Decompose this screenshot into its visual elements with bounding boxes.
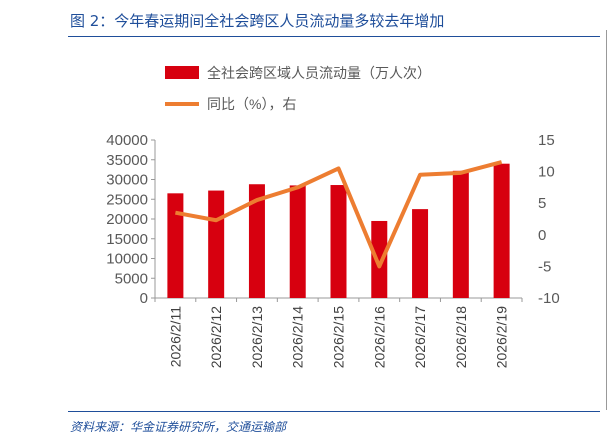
chart-title: 图 2：今年春运期间全社会跨区人员流动量多较去年增加: [70, 12, 445, 30]
bar: [167, 193, 184, 298]
bar: [371, 220, 388, 298]
x-tick-label: 2026/2/12: [208, 306, 224, 368]
bar: [493, 163, 510, 298]
left-tick-label: 35000: [106, 152, 148, 169]
source-note: 资料来源：华金证券研究所，交通运输部: [70, 420, 287, 434]
title-divider: [68, 36, 600, 37]
right-tick-label: -5: [538, 258, 551, 275]
x-tick-label: 2026/2/16: [371, 306, 387, 368]
page-border: [606, 30, 607, 410]
left-tick-label: 15000: [106, 231, 148, 248]
bar: [208, 190, 225, 298]
left-tick-label: 0: [140, 290, 148, 307]
x-tick-label: 2026/2/15: [331, 306, 347, 368]
legend-bar-label: 全社会跨区域人员流动量（万人次）: [207, 65, 431, 81]
left-tick-label: 5000: [115, 270, 148, 287]
x-tick-label: 2026/2/17: [412, 306, 428, 368]
bar: [452, 170, 469, 298]
left-tick-label: 10000: [106, 251, 148, 268]
x-tick-label: 2026/2/14: [290, 306, 306, 368]
x-tick-label: 2026/2/13: [249, 306, 265, 368]
left-tick-label: 30000: [106, 172, 148, 189]
source-divider: [68, 411, 600, 412]
x-tick-label: 2026/2/18: [453, 306, 469, 368]
bar: [248, 184, 265, 298]
bar: [412, 209, 429, 298]
left-tick-label: 25000: [106, 191, 148, 208]
right-tick-label: -10: [538, 290, 560, 307]
x-tick-label: 2026/2/19: [494, 306, 510, 368]
right-tick-label: 5: [538, 195, 546, 212]
left-tick-label: 40000: [106, 132, 148, 149]
right-tick-label: 15: [538, 132, 555, 149]
right-tick-label: 0: [538, 227, 546, 244]
left-tick-label: 20000: [106, 211, 148, 228]
x-tick-label: 2026/2/11: [167, 306, 183, 367]
bar: [330, 185, 347, 298]
right-tick-label: 10: [538, 164, 555, 181]
legend-bar-swatch: [165, 66, 199, 79]
legend-line-label: 同比（%），右: [207, 96, 296, 112]
bar: [289, 185, 306, 298]
